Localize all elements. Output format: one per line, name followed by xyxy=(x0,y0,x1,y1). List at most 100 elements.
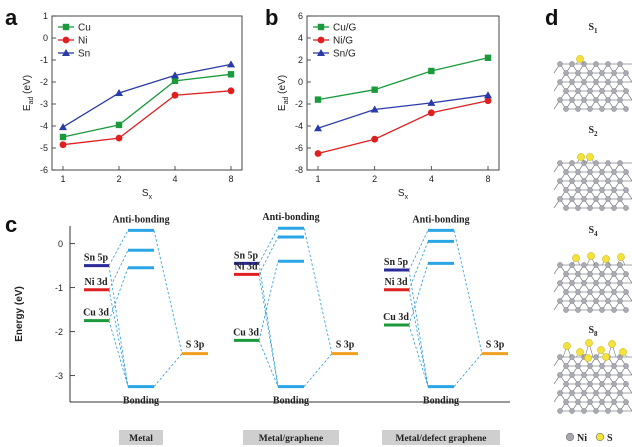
ni-atom xyxy=(617,298,623,304)
orbital-connector xyxy=(258,261,279,341)
legend-marker xyxy=(317,36,325,44)
series-line-cu xyxy=(62,73,232,138)
ni-atom xyxy=(605,280,611,286)
ni-atom xyxy=(623,106,629,112)
s-atom xyxy=(563,342,571,350)
ni-atom xyxy=(605,372,611,378)
y-tick-label: -4 xyxy=(295,121,303,131)
y-tick-label: -8 xyxy=(295,165,303,175)
ni-atom xyxy=(599,399,605,405)
metal-level-label: Cu 3d xyxy=(233,327,259,338)
ni-atom xyxy=(593,408,599,414)
ni-atom xyxy=(599,88,605,94)
chart-a: 1 0 -1 -2 -3 -4 -5 -6 1 2 4 8 Cu Ni Sn Ead (eV) Sx xyxy=(22,11,243,201)
diagram-y-axis-label: Energy (eV) xyxy=(14,286,25,342)
group-caption-box xyxy=(243,430,339,445)
ni-atom xyxy=(611,106,617,112)
y-tick-label: -2 xyxy=(295,99,303,109)
ni-atom xyxy=(563,271,569,277)
ni-atom xyxy=(611,169,617,175)
ni-atom xyxy=(599,363,605,369)
y-tick-label: -1 xyxy=(55,283,63,293)
s-atom xyxy=(587,252,595,260)
ni-atom xyxy=(623,70,629,76)
orbital-connector xyxy=(258,340,279,387)
ni-atom xyxy=(587,363,593,369)
s-atom xyxy=(572,254,580,262)
ni-atom xyxy=(581,262,587,268)
data-point xyxy=(59,133,67,141)
legend-label: Sn xyxy=(78,49,90,60)
metal-level-label: Ni 3d xyxy=(384,277,408,288)
ni-atom xyxy=(617,160,623,166)
s-atom xyxy=(602,353,610,361)
ni-atom xyxy=(605,97,611,103)
data-point xyxy=(370,105,379,113)
ni-atom xyxy=(593,298,599,304)
y-tick-label: -6 xyxy=(40,165,48,175)
ni-atom xyxy=(617,61,623,67)
ni-atom xyxy=(611,307,617,313)
ni-atom xyxy=(569,372,575,378)
ni-atom xyxy=(593,390,599,396)
ni-atom xyxy=(617,262,623,268)
orbital-connector xyxy=(108,230,129,266)
orbital-connector xyxy=(408,263,429,326)
ni-atom xyxy=(623,399,629,405)
legend-marker xyxy=(62,23,70,31)
ni-atom xyxy=(557,354,563,360)
orbital-connector xyxy=(108,320,129,387)
ni-atom xyxy=(557,408,563,414)
chart-b-series xyxy=(314,54,492,157)
chart-b-x-axis-label: Sx xyxy=(398,188,409,201)
ni-atom xyxy=(617,97,623,103)
ni-atom xyxy=(623,88,629,94)
data-point xyxy=(171,71,179,79)
orbital-connector xyxy=(258,274,279,387)
ni-atom xyxy=(557,390,563,396)
chart-a-ticks: 1 0 -1 -2 -3 -4 -5 -6 1 2 4 8 xyxy=(40,11,234,184)
ni-atom xyxy=(599,106,605,112)
ni-atom xyxy=(623,187,629,193)
s-atom xyxy=(597,346,605,354)
ni-atom xyxy=(611,187,617,193)
orbital-connector xyxy=(408,230,429,271)
antibonding-label: Anti-bonding xyxy=(262,212,319,223)
ni-atom xyxy=(557,61,563,67)
s-atom xyxy=(577,153,585,161)
x-tick-label: 2 xyxy=(116,174,121,184)
ni-atom xyxy=(581,97,587,103)
metal-level-label: Ni 3d xyxy=(84,277,108,288)
y-tick-label: -5 xyxy=(40,143,48,153)
ni-atom xyxy=(623,363,629,369)
ni-atom xyxy=(587,271,593,277)
y-tick-label: 4 xyxy=(298,33,303,43)
data-point xyxy=(428,67,435,75)
ni-atom xyxy=(563,399,569,405)
data-point xyxy=(371,135,379,143)
ni-atom xyxy=(605,61,611,67)
metal-level-label: Cu 3d xyxy=(83,308,109,319)
ni-atom xyxy=(587,399,593,405)
orbital-connector xyxy=(258,228,279,264)
structure-label: S4 xyxy=(588,225,598,238)
chart-a-y-axis-label: Ead (eV) xyxy=(22,75,35,111)
metal-level-label: Sn 5p xyxy=(234,250,259,261)
orbital-connector xyxy=(108,267,129,321)
data-point xyxy=(371,86,378,93)
ni-atom xyxy=(569,408,575,414)
ni-atom xyxy=(575,187,581,193)
ni-atom xyxy=(563,187,569,193)
ni-atom xyxy=(557,178,563,184)
antibonding-label: Anti-bonding xyxy=(412,214,469,225)
s3p-label: S 3p xyxy=(486,340,505,351)
chart-b-frame xyxy=(306,15,500,171)
ni-atom xyxy=(623,169,629,175)
ni-atom xyxy=(605,408,611,414)
ni-atom xyxy=(575,106,581,112)
legend-label: Cu xyxy=(78,23,91,34)
s3p-label: S 3p xyxy=(336,340,355,351)
ni-atom xyxy=(623,289,629,295)
metal-level-label: Cu 3d xyxy=(383,312,409,323)
y-tick-label: 0 xyxy=(43,33,48,43)
